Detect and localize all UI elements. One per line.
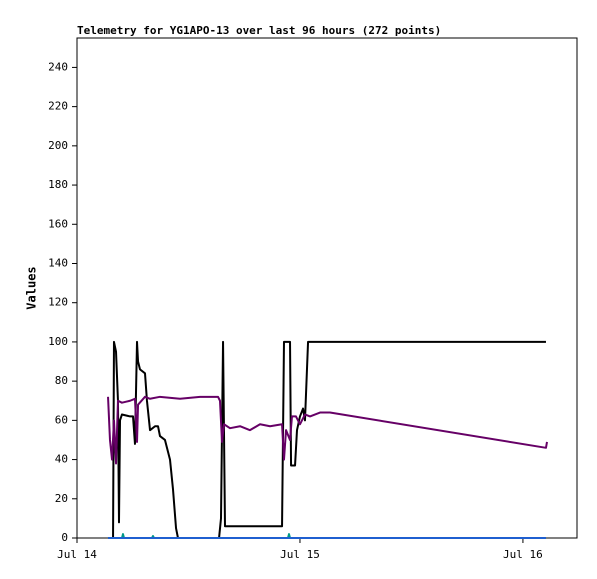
series-line <box>107 395 548 465</box>
y-axis-label: Values <box>25 266 39 309</box>
y-tick-label: 140 <box>48 256 68 269</box>
x-tick-label: Jul 15 <box>280 548 320 561</box>
y-tick-label: 0 <box>61 531 68 544</box>
y-tick-label: 60 <box>55 413 68 426</box>
y-tick-label: 160 <box>48 217 68 230</box>
series-line <box>108 533 546 539</box>
x-tick-label: Jul 16 <box>503 548 543 561</box>
y-tick-label: 80 <box>55 374 68 387</box>
x-tick-label: Jul 14 <box>57 548 97 561</box>
y-tick-label: 200 <box>48 139 68 152</box>
series-line <box>108 340 546 539</box>
y-tick-label: 220 <box>48 100 68 113</box>
y-tick-label: 100 <box>48 335 68 348</box>
y-tick-label: 240 <box>48 60 68 73</box>
y-tick-label: 120 <box>48 296 68 309</box>
y-tick-label: 20 <box>55 492 68 505</box>
y-tick-label: 180 <box>48 178 68 191</box>
chart-title: Telemetry for YG1APO-13 over last 96 hou… <box>77 24 441 37</box>
y-tick-label: 40 <box>55 453 68 466</box>
